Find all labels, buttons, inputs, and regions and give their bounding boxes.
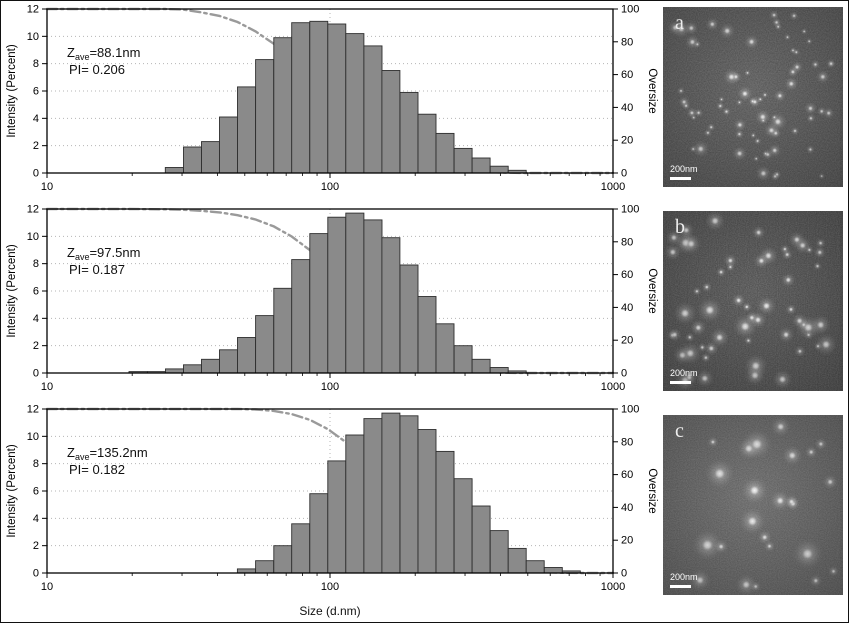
svg-text:100: 100 <box>321 581 339 593</box>
svg-text:1000: 1000 <box>601 381 625 393</box>
tem-image-c: c 200nm <box>663 415 843 595</box>
svg-text:100: 100 <box>621 404 639 416</box>
svg-text:60: 60 <box>621 69 633 81</box>
zave-annotation: Zave=88.1nm <box>67 45 140 62</box>
svg-text:2: 2 <box>33 540 39 552</box>
svg-text:10: 10 <box>27 31 39 43</box>
tem-micrograph-a <box>663 7 843 187</box>
svg-text:12: 12 <box>27 404 39 416</box>
svg-text:2: 2 <box>33 140 39 152</box>
scale-bar-b <box>670 381 691 384</box>
tem-micrograph-c <box>663 415 843 595</box>
zave-annotation: Zave=97.5nm <box>67 245 140 262</box>
dls-chart-b: 0 2 4 6 8 10 12 0 20 40 60 80 100 10 100 1000 Intensity … <box>6 204 658 394</box>
tem-vignette <box>663 7 843 187</box>
left-axis-label: Intensity (Percent) <box>6 444 18 537</box>
histogram-bars <box>128 212 527 374</box>
tem-vignette <box>663 415 843 595</box>
left-axis-label: Intensity (Percent) <box>6 244 18 337</box>
svg-text:0: 0 <box>33 568 39 580</box>
svg-text:100: 100 <box>321 181 339 193</box>
right-axis-label: Oversize <box>646 468 658 513</box>
svg-text:100: 100 <box>621 4 639 16</box>
axes-ticks: 0 2 4 6 8 10 12 0 20 40 60 80 100 10 100 1000 <box>27 204 640 394</box>
svg-text:0: 0 <box>621 368 627 380</box>
svg-text:20: 20 <box>621 335 633 347</box>
svg-text:10: 10 <box>27 431 39 443</box>
svg-text:40: 40 <box>621 502 633 514</box>
svg-text:2: 2 <box>33 340 39 352</box>
tem-column: a 200nm b 200nm c 200nm <box>660 1 848 622</box>
svg-text:10: 10 <box>41 581 53 593</box>
svg-text:0: 0 <box>621 168 627 180</box>
svg-text:20: 20 <box>621 135 633 147</box>
svg-text:12: 12 <box>27 204 39 216</box>
svg-text:10: 10 <box>27 231 39 243</box>
pi-annotation: PI= 0.182 <box>69 462 125 477</box>
svg-text:10: 10 <box>41 181 53 193</box>
scale-bar-a <box>670 177 691 180</box>
svg-text:0: 0 <box>33 168 39 180</box>
charts-column: 0 2 4 6 8 10 12 0 20 40 60 80 100 10 100 1000 Intensity … <box>1 1 660 622</box>
histogram-bars <box>164 20 527 174</box>
svg-text:0: 0 <box>33 368 39 380</box>
tem-image-b: b 200nm <box>663 211 843 391</box>
panel-letter-c: c <box>675 420 684 442</box>
svg-text:6: 6 <box>33 86 39 98</box>
right-axis-label: Oversize <box>646 268 658 313</box>
tem-micrograph-b <box>663 211 843 391</box>
svg-text:80: 80 <box>621 236 633 248</box>
svg-text:8: 8 <box>33 258 39 270</box>
tem-image-a: a 200nm <box>663 7 843 187</box>
svg-text:40: 40 <box>621 102 633 114</box>
svg-text:4: 4 <box>33 113 39 125</box>
dls-panel-c: 0 2 4 6 8 10 12 0 20 40 60 80 100 10 100 1000 Intensity … <box>1 401 660 601</box>
svg-text:0: 0 <box>621 568 627 580</box>
svg-text:80: 80 <box>621 36 633 48</box>
right-axis-label: Oversize <box>646 68 658 113</box>
svg-text:60: 60 <box>621 269 633 281</box>
tem-vignette <box>663 211 843 391</box>
svg-text:20: 20 <box>621 535 633 547</box>
svg-text:80: 80 <box>621 436 633 448</box>
panel-letter-b: b <box>675 216 685 238</box>
svg-text:8: 8 <box>33 58 39 70</box>
svg-text:12: 12 <box>27 4 39 16</box>
svg-text:4: 4 <box>33 313 39 325</box>
x-axis-title: Size (d.nm) <box>299 604 361 618</box>
svg-text:100: 100 <box>321 381 339 393</box>
svg-text:4: 4 <box>33 513 39 525</box>
svg-text:1000: 1000 <box>601 581 625 593</box>
axes-ticks: 0 2 4 6 8 10 12 0 20 40 60 80 100 10 100 1000 <box>27 4 640 194</box>
axes-ticks: 0 2 4 6 8 10 12 0 20 40 60 80 100 10 100 1000 <box>27 404 640 594</box>
svg-text:100: 100 <box>621 204 639 216</box>
scale-bar-label-b: 200nm <box>670 368 698 378</box>
svg-text:10: 10 <box>41 381 53 393</box>
dls-panel-b: 0 2 4 6 8 10 12 0 20 40 60 80 100 10 100 1000 Intensity … <box>1 201 660 401</box>
pi-annotation: PI= 0.187 <box>69 262 125 277</box>
svg-text:1000: 1000 <box>601 181 625 193</box>
dls-chart-a: 0 2 4 6 8 10 12 0 20 40 60 80 100 10 100 1000 Intensity … <box>6 4 658 194</box>
dls-chart-c: 0 2 4 6 8 10 12 0 20 40 60 80 100 10 100 1000 Intensity … <box>6 404 658 594</box>
scale-bar-label-a: 200nm <box>670 164 698 174</box>
panel-letter-a: a <box>675 12 684 34</box>
scale-bar-c <box>670 585 691 588</box>
left-axis-label: Intensity (Percent) <box>6 44 18 137</box>
histogram-bars <box>236 412 581 574</box>
svg-text:8: 8 <box>33 458 39 470</box>
svg-text:60: 60 <box>621 469 633 481</box>
svg-text:6: 6 <box>33 486 39 498</box>
svg-text:6: 6 <box>33 286 39 298</box>
svg-text:40: 40 <box>621 302 633 314</box>
zave-annotation: Zave=135.2nm <box>67 445 148 462</box>
scale-bar-label-c: 200nm <box>670 572 698 582</box>
pi-annotation: PI= 0.206 <box>69 62 125 77</box>
dls-panel-a: 0 2 4 6 8 10 12 0 20 40 60 80 100 10 100 1000 Intensity … <box>1 1 660 201</box>
